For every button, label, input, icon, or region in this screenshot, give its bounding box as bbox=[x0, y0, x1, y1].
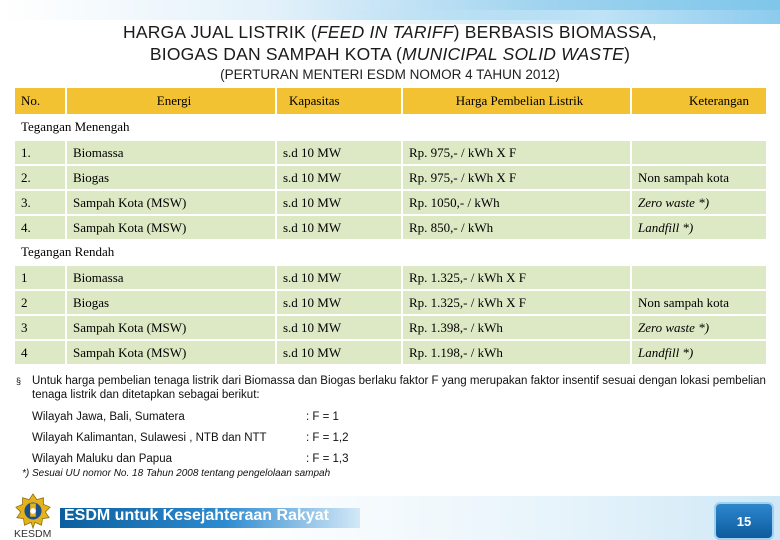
cell-harga: Rp. 975,- / kWh X F bbox=[402, 139, 632, 165]
col-header-harga: Harga Pembelian Listrik bbox=[402, 88, 632, 114]
cell-harga: Rp. 1.325,- / kWh X F bbox=[402, 264, 632, 290]
table-row: 4. Sampah Kota (MSW) s.d 10 MW Rp. 850,-… bbox=[15, 214, 766, 239]
table-row: 3. Sampah Kota (MSW) s.d 10 MW Rp. 1050,… bbox=[15, 189, 766, 215]
bullet-icon: § bbox=[16, 376, 22, 386]
region-name: Wilayah Maluku dan Papua bbox=[32, 452, 172, 465]
section-row-low: Tegangan Rendah bbox=[15, 239, 766, 265]
page-title-line2: BIOGAS DAN SAMPAH KOTA (MUNICIPAL SOLID … bbox=[149, 44, 631, 64]
table-row: 2 Biogas s.d 10 MW Rp. 1.325,- / kWh X F… bbox=[15, 289, 766, 315]
top-decorative-wave bbox=[330, 10, 780, 24]
cell-no: 3. bbox=[15, 189, 67, 215]
table-row: 1. Biomassa s.d 10 MW Rp. 975,- / kWh X … bbox=[15, 139, 766, 165]
cell-no: 1 bbox=[15, 264, 67, 290]
section-label: Tegangan Rendah bbox=[15, 239, 766, 265]
cell-keterangan bbox=[631, 139, 766, 165]
esdm-logo-icon bbox=[15, 493, 51, 530]
region-row: Wilayah Maluku dan Papua : F = 1,3 bbox=[32, 448, 349, 469]
cell-no: 2 bbox=[15, 289, 67, 315]
col-header-keterangan: Keterangan bbox=[631, 88, 766, 114]
table-row: 1 Biomassa s.d 10 MW Rp. 1.325,- / kWh X… bbox=[15, 264, 766, 290]
cell-no: 1. bbox=[15, 139, 67, 165]
cell-energi: Sampah Kota (MSW) bbox=[66, 214, 277, 239]
cell-harga: Rp. 975,- / kWh X F bbox=[402, 164, 632, 190]
slogan-banner: ESDM untuk Kesejahteraan Rakyat bbox=[60, 507, 360, 528]
cell-harga: Rp. 850,- / kWh bbox=[402, 214, 632, 239]
cell-kapasitas: s.d 10 MW bbox=[276, 189, 403, 215]
region-row: Wilayah Kalimantan, Sulawesi , NTB dan N… bbox=[32, 427, 349, 448]
section-label: Tegangan Menengah bbox=[15, 114, 766, 140]
tariff-table: No. Energi Kapasitas Harga Pembelian Lis… bbox=[15, 88, 766, 364]
page-title-line1: HARGA JUAL LISTRIK (FEED IN TARIFF) BERB… bbox=[123, 22, 657, 42]
cell-energi: Sampah Kota (MSW) bbox=[66, 189, 277, 215]
region-row: Wilayah Jawa, Bali, Sumatera : F = 1 bbox=[32, 406, 349, 427]
cell-kapasitas: s.d 10 MW bbox=[276, 289, 403, 315]
cell-kapasitas: s.d 10 MW bbox=[276, 139, 403, 165]
cell-kapasitas: s.d 10 MW bbox=[276, 339, 403, 364]
cell-kapasitas: s.d 10 MW bbox=[276, 214, 403, 239]
cell-harga: Rp. 1.398,- / kWh bbox=[402, 314, 632, 340]
table-row: 2. Biogas s.d 10 MW Rp. 975,- / kWh X F … bbox=[15, 164, 766, 190]
slogan-text: ESDM untuk Kesejahteraan Rakyat bbox=[64, 507, 329, 524]
page-number-badge: 15 bbox=[716, 504, 772, 538]
page-number: 15 bbox=[736, 514, 752, 529]
cell-energi: Biomassa bbox=[66, 139, 277, 165]
cell-keterangan: Landfill *) bbox=[631, 214, 766, 239]
section-row-medium: Tegangan Menengah bbox=[15, 114, 766, 140]
cell-harga: Rp. 1.198,- / kWh bbox=[402, 339, 632, 364]
cell-kapasitas: s.d 10 MW bbox=[276, 314, 403, 340]
cell-kapasitas: s.d 10 MW bbox=[276, 264, 403, 290]
region-name: Wilayah Jawa, Bali, Sumatera bbox=[32, 410, 185, 423]
table-row: 3 Sampah Kota (MSW) s.d 10 MW Rp. 1.398,… bbox=[15, 314, 766, 340]
cell-no: 2. bbox=[15, 164, 67, 190]
cell-keterangan: Non sampah kota bbox=[631, 289, 766, 315]
region-factor-table: Wilayah Jawa, Bali, Sumatera : F = 1 Wil… bbox=[32, 406, 349, 469]
logo-label: KESDM bbox=[14, 528, 52, 540]
col-header-energi: Energi bbox=[66, 88, 277, 114]
cell-energi: Biomassa bbox=[66, 264, 277, 290]
col-header-no: No. bbox=[15, 88, 67, 114]
cell-harga: Rp. 1.325,- / kWh X F bbox=[402, 289, 632, 315]
cell-keterangan: Zero waste *) bbox=[631, 314, 766, 340]
incentive-note: § Untuk harga pembelian tenaga listrik d… bbox=[16, 374, 772, 402]
cell-keterangan: Zero waste *) bbox=[631, 189, 766, 215]
cell-no: 4. bbox=[15, 214, 67, 239]
cell-energi: Biogas bbox=[66, 289, 277, 315]
page-subtitle: (PERTURAN MENTERI ESDM NOMOR 4 TAHUN 201… bbox=[220, 67, 560, 82]
col-header-kapasitas: Kapasitas bbox=[276, 88, 403, 114]
cell-no: 3 bbox=[15, 314, 67, 340]
region-name: Wilayah Kalimantan, Sulawesi , NTB dan N… bbox=[32, 431, 267, 444]
cell-kapasitas: s.d 10 MW bbox=[276, 164, 403, 190]
cell-energi: Sampah Kota (MSW) bbox=[66, 314, 277, 340]
table-header-row: No. Energi Kapasitas Harga Pembelian Lis… bbox=[15, 88, 766, 114]
note-text: Untuk harga pembelian tenaga listrik dar… bbox=[32, 375, 766, 401]
cell-keterangan: Non sampah kota bbox=[631, 164, 766, 190]
region-factor: : F = 1,2 bbox=[306, 431, 349, 444]
region-factor: : F = 1 bbox=[306, 410, 339, 423]
cell-keterangan: Landfill *) bbox=[631, 339, 766, 364]
cell-energi: Biogas bbox=[66, 164, 277, 190]
cell-harga: Rp. 1050,- / kWh bbox=[402, 189, 632, 215]
region-factor: : F = 1,3 bbox=[306, 452, 349, 465]
cell-no: 4 bbox=[15, 339, 67, 364]
footnote: *) Sesuai UU nomor No. 18 Tahun 2008 ten… bbox=[22, 468, 331, 479]
cell-energi: Sampah Kota (MSW) bbox=[66, 339, 277, 364]
table-row: 4 Sampah Kota (MSW) s.d 10 MW Rp. 1.198,… bbox=[15, 339, 766, 364]
cell-keterangan bbox=[631, 264, 766, 290]
